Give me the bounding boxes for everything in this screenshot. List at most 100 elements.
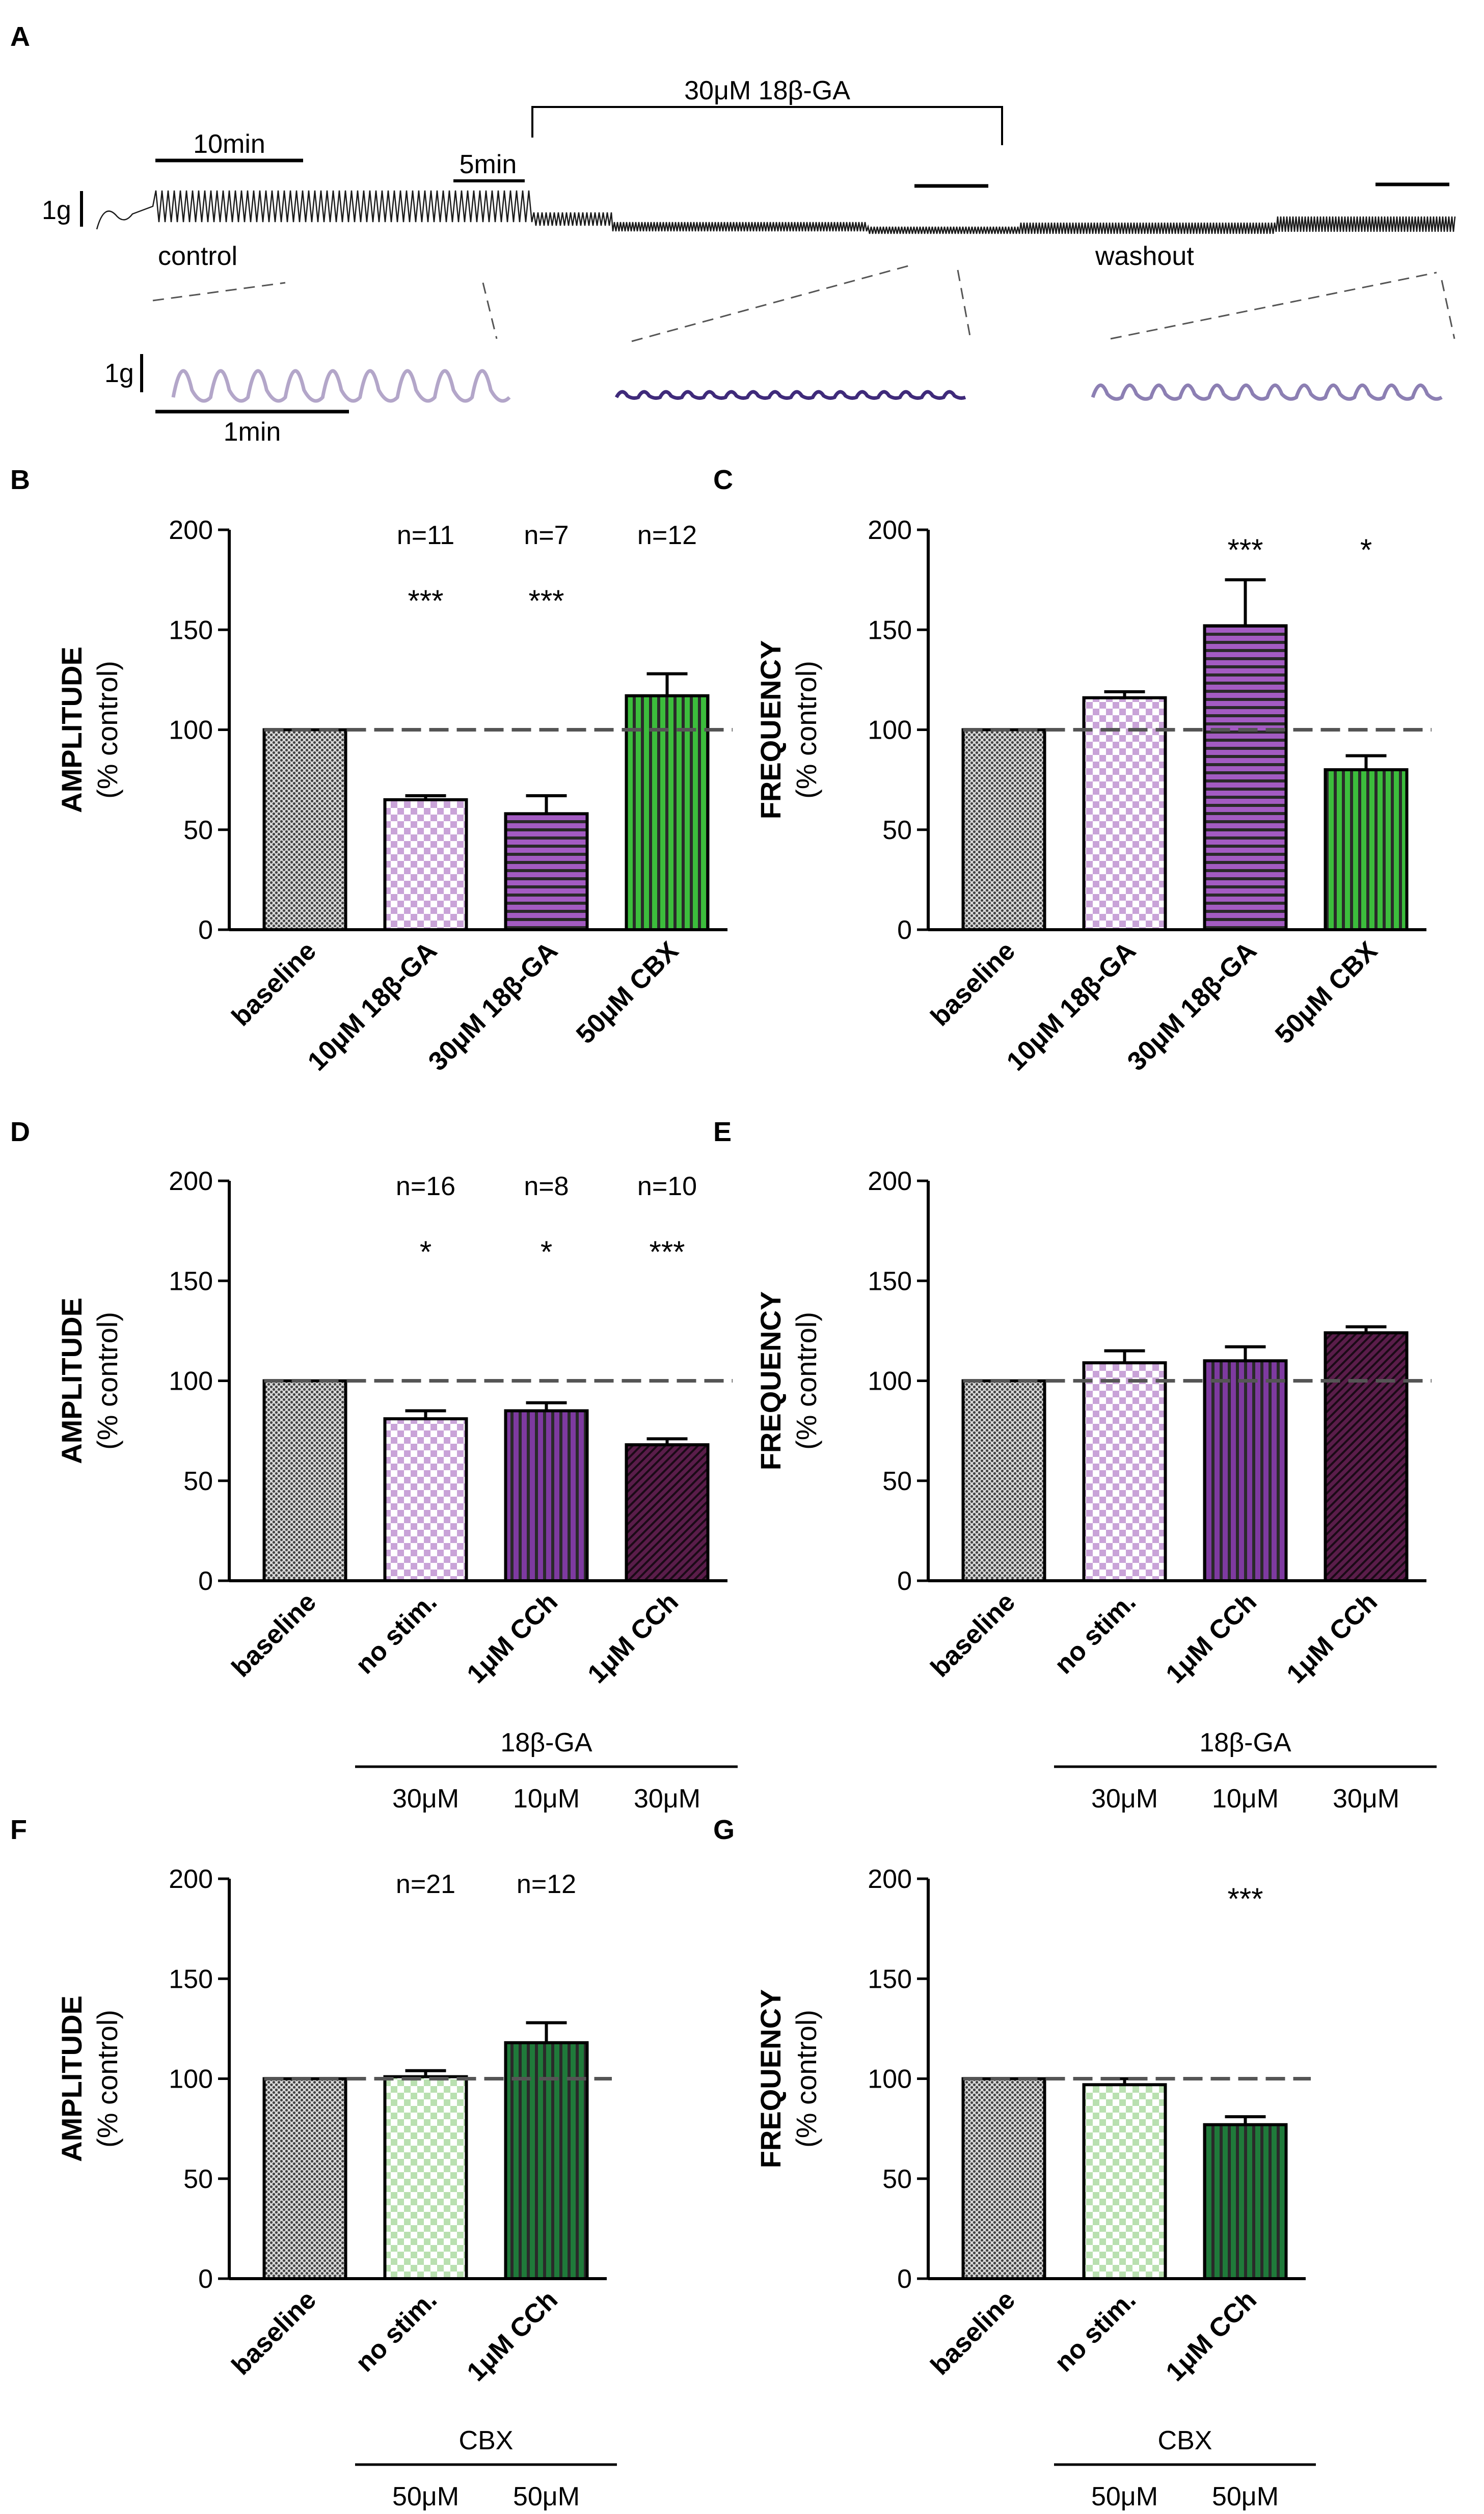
category-label: 1μM CCh <box>582 1587 684 1689</box>
significance-marker: * <box>420 1235 431 1269</box>
bar <box>1324 1331 1409 1583</box>
y-tick-label: 100 <box>169 716 213 745</box>
panel-e-chart: E 0 50 100 150 200 FREQUENCY (% control) baselin… <box>713 1117 1437 1814</box>
group-label: 18β-GA <box>1199 1728 1291 1758</box>
y-tick-label: 150 <box>169 615 213 645</box>
significance-marker: *** <box>1227 1882 1263 1916</box>
y-tick-label: 100 <box>169 1367 213 1396</box>
group-value: 50μM <box>1091 2482 1158 2511</box>
y-tick-label: 200 <box>868 1864 912 1894</box>
significance-marker: *** <box>1227 533 1263 567</box>
n-label: n=7 <box>524 521 569 550</box>
y-tick-label: 150 <box>868 1266 912 1296</box>
control-label: control <box>158 241 237 271</box>
contraction-trace <box>96 190 1456 234</box>
bar <box>1203 1359 1288 1582</box>
y-tick-label: 50 <box>183 2165 213 2194</box>
panel-letter: B <box>10 465 30 495</box>
group-label: CBX <box>1158 2426 1212 2455</box>
category-label: 50μM CBX <box>1270 936 1383 1049</box>
category-label: 50μM CBX <box>571 936 684 1049</box>
group-value: 50μM <box>513 2482 580 2511</box>
n-label: n=11 <box>397 521 454 550</box>
y-tick-label: 200 <box>169 516 213 545</box>
y-tick-label: 100 <box>868 716 912 745</box>
group-value: 50μM <box>392 2482 459 2511</box>
n-label: n=16 <box>396 1172 455 1201</box>
washout-inset-trace <box>1091 383 1443 401</box>
bar <box>383 1417 468 1582</box>
category-label: 1μM CCh <box>1161 2285 1262 2387</box>
bar <box>262 728 347 931</box>
bar <box>383 2075 468 2280</box>
panel-c-chart: C 0 50 100 150 200 FREQUENCY (% control) baselin… <box>713 465 1432 1076</box>
group-value: 50μM <box>1212 2482 1279 2511</box>
y-axis-subtitle: (% control) <box>790 661 822 799</box>
bar <box>1082 696 1167 931</box>
panel-f-chart: F 0 50 100 150 200 AMPLITUDE (% control) baselin… <box>10 1815 617 2511</box>
y-axis-subtitle: (% control) <box>91 1312 123 1450</box>
group-label: CBX <box>459 2426 514 2455</box>
bar <box>1082 1361 1167 1583</box>
y-tick-label: 50 <box>882 816 912 845</box>
significance-marker: *** <box>408 584 443 618</box>
group-label: 18β-GA <box>500 1728 592 1758</box>
panel-letter: D <box>10 1117 30 1147</box>
n-label: n=21 <box>396 1870 455 1899</box>
treatment-label: 30μM 18β-GA <box>684 76 850 105</box>
n-label: n=8 <box>524 1172 569 1201</box>
category-label: no stim. <box>1049 2285 1142 2377</box>
category-label: baseline <box>925 2285 1021 2381</box>
bar <box>504 2041 589 2281</box>
y-tick-label: 0 <box>198 2264 213 2294</box>
group-value: 10μM <box>1212 1784 1279 1814</box>
y-axis-title: AMPLITUDE <box>56 1297 88 1464</box>
bar <box>1203 2123 1288 2280</box>
bar <box>1082 2083 1167 2280</box>
y-tick-label: 0 <box>198 1566 213 1596</box>
bar <box>625 694 710 932</box>
y-axis-title: FREQUENCY <box>754 1291 787 1471</box>
category-label: baseline <box>226 2285 322 2381</box>
n-label: n=12 <box>637 521 697 550</box>
bar <box>1324 768 1409 931</box>
y-axis-title: AMPLITUDE <box>56 646 88 813</box>
panel-b-chart: B 0 50 100 150 200 AMPLITUDE (% control) baselin… <box>10 465 733 1076</box>
y-tick-label: 0 <box>897 1566 912 1596</box>
category-label: 30μM 18β-GA <box>423 936 563 1076</box>
y-tick-label: 150 <box>868 1964 912 1994</box>
group-value: 30μM <box>634 1784 700 1814</box>
treatment-bracket <box>531 106 1003 145</box>
drug-inset-trace <box>614 390 966 400</box>
group-value: 30μM <box>392 1784 459 1814</box>
scale-1g-bottom-label: 1g <box>104 359 134 388</box>
group-value: 10μM <box>513 1784 580 1814</box>
n-label: n=12 <box>517 1870 576 1899</box>
category-label: baseline <box>925 936 1021 1032</box>
y-tick-label: 200 <box>169 1167 213 1196</box>
significance-marker: *** <box>649 1235 685 1269</box>
bar <box>262 2077 347 2280</box>
category-label: 1μM CCh <box>462 2285 563 2387</box>
bar <box>504 812 589 931</box>
group-value: 30μM <box>1333 1784 1399 1814</box>
y-axis-subtitle: (% control) <box>91 2010 123 2148</box>
y-tick-label: 150 <box>868 615 912 645</box>
scale-10min-label: 10min <box>193 129 265 159</box>
y-tick-label: 200 <box>868 1167 912 1196</box>
y-tick-label: 100 <box>169 2065 213 2094</box>
bar <box>961 728 1046 931</box>
y-axis-subtitle: (% control) <box>790 1312 822 1450</box>
washout-label: washout <box>1095 241 1194 271</box>
category-label: baseline <box>925 1587 1021 1683</box>
y-axis-title: FREQUENCY <box>754 640 787 820</box>
y-tick-label: 50 <box>183 816 213 845</box>
y-tick-label: 200 <box>169 1864 213 1894</box>
category-label: no stim. <box>350 2285 443 2377</box>
category-label: 1μM CCh <box>1161 1587 1262 1689</box>
bar <box>262 1379 347 1582</box>
control-inset-trace <box>171 369 511 403</box>
y-tick-label: 0 <box>897 2264 912 2294</box>
category-label: baseline <box>226 936 322 1032</box>
